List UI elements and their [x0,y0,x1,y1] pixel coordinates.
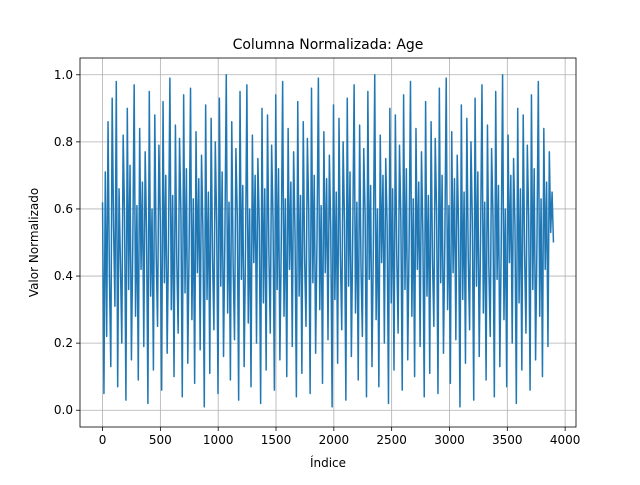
y-tick-label: 0.6 [54,202,73,216]
data-series-line [101,74,555,408]
chart-title: Columna Normalizada: Age [233,37,424,53]
y-tick-label: 1.0 [54,68,73,82]
y-axis-label: Valor Normalizado [27,188,41,297]
x-tick-label: 1000 [203,433,234,447]
x-axis-label: Índice [310,455,346,470]
x-tick-label: 500 [149,433,172,447]
y-tick-label: 0.8 [54,135,73,149]
x-tick-label: 2000 [319,433,350,447]
x-tick-label: 0 [99,433,107,447]
x-tick-label: 4000 [550,433,581,447]
y-axis-ticks: 0.0 0.2 0.4 0.6 0.8 1.0 [54,68,80,417]
plot-frame [79,57,577,428]
x-tick-label: 1500 [261,433,292,447]
series-lines [101,74,555,408]
x-tick-label: 2500 [376,433,407,447]
y-tick-label: 0.0 [54,403,73,417]
y-tick-label: 0.4 [54,269,73,283]
x-tick-label: 3000 [434,433,465,447]
y-tick-label: 0.2 [54,336,73,350]
x-axis-ticks: 0 500 1000 1500 2000 2500 3000 3500 4000 [99,427,581,447]
x-tick-label: 3500 [492,433,523,447]
